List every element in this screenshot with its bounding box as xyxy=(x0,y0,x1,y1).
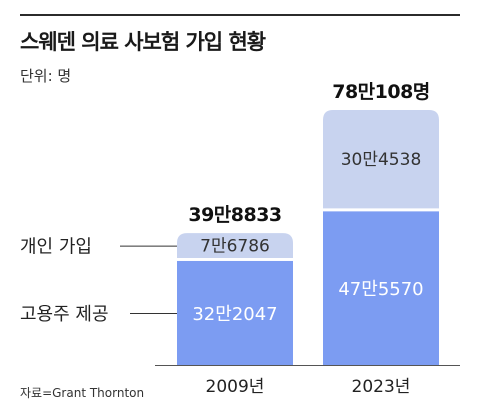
category-label-0: 2009년 xyxy=(206,377,265,397)
legend-label-personal: 개인 가입 xyxy=(20,237,92,258)
data-label-bottom-0: 32만2047 xyxy=(192,304,277,325)
bar-segment-개인-가입-0 xyxy=(177,233,293,258)
unit-label: 단위: 명 xyxy=(20,67,72,85)
bar-segment-개인-가입-1 xyxy=(323,110,439,209)
source-label: 자료=Grant Thornton xyxy=(20,386,145,400)
category-label-1: 2023년 xyxy=(352,377,411,397)
bar-segment-고용주-제공-0 xyxy=(177,260,293,365)
total-label-0: 39만8833 xyxy=(188,204,281,226)
legend-label-employer: 고용주 제공 xyxy=(20,304,109,325)
chart-title: 스웨덴 의료 사보험 가입 현황 xyxy=(20,30,266,54)
data-label-top-1: 30만4538 xyxy=(341,150,422,170)
data-label-top-0: 7만6786 xyxy=(200,237,270,257)
data-label-bottom-1: 47만5570 xyxy=(338,279,423,300)
top-rule xyxy=(20,14,460,16)
bar-segment-고용주-제공-1 xyxy=(323,211,439,365)
total-label-1: 78만108명 xyxy=(332,81,430,103)
